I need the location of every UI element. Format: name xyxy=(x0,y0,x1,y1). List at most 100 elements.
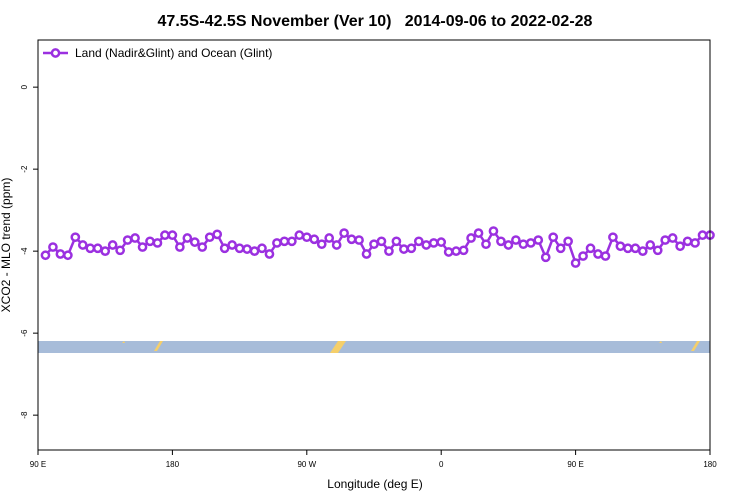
point xyxy=(428,238,439,248)
point xyxy=(563,236,573,247)
point xyxy=(324,233,335,243)
point xyxy=(197,242,208,252)
point xyxy=(70,232,81,243)
point xyxy=(227,240,237,250)
point xyxy=(675,241,685,252)
chart-title: 47.5S-42.5S November (Ver 10) 2014-09-06… xyxy=(158,13,593,30)
x-tick-label: 90 W xyxy=(297,460,316,469)
point xyxy=(137,242,148,252)
point xyxy=(212,229,223,240)
point xyxy=(182,233,193,243)
point xyxy=(354,235,364,245)
point xyxy=(249,246,260,256)
point xyxy=(115,245,125,256)
x-axis-label: Longitude (deg E) xyxy=(327,477,422,491)
point xyxy=(391,236,402,247)
point xyxy=(488,226,499,236)
point xyxy=(667,233,678,243)
point xyxy=(555,243,566,254)
point xyxy=(279,236,290,247)
point xyxy=(682,236,693,247)
y-tick-label: 0 xyxy=(20,84,29,89)
point xyxy=(630,243,641,254)
point xyxy=(331,240,342,250)
point xyxy=(122,235,133,245)
point xyxy=(316,239,327,250)
point xyxy=(533,235,544,245)
point xyxy=(458,245,469,256)
x-tick-label: 0 xyxy=(439,460,444,469)
x-tick-label: 90 E xyxy=(30,460,46,469)
point xyxy=(690,238,700,248)
land-sea-strip xyxy=(38,341,710,353)
x-tick-label: 180 xyxy=(166,460,180,469)
point xyxy=(451,246,461,256)
point xyxy=(578,251,588,261)
point xyxy=(518,239,529,250)
point xyxy=(346,234,357,245)
point xyxy=(436,237,447,247)
point xyxy=(264,249,275,259)
point xyxy=(525,238,536,248)
point xyxy=(219,243,230,254)
point xyxy=(645,240,656,250)
point xyxy=(294,230,305,241)
x-tick-label: 180 xyxy=(703,460,717,469)
point xyxy=(107,240,118,250)
point xyxy=(608,232,618,243)
y-tick-label: -6 xyxy=(20,329,29,337)
legend-marker xyxy=(50,48,61,58)
point xyxy=(189,237,200,247)
point xyxy=(272,238,282,248)
point xyxy=(466,233,476,243)
point xyxy=(421,240,432,250)
legend-label: Land (Nadir&Glint) and Ocean (Glint) xyxy=(75,46,272,60)
point xyxy=(600,251,611,261)
point xyxy=(130,233,140,243)
point xyxy=(234,243,245,254)
point xyxy=(548,232,559,243)
point xyxy=(204,232,215,243)
point xyxy=(100,246,111,256)
point xyxy=(77,240,88,250)
point xyxy=(652,245,663,256)
y-axis-label: XCO2 - MLO trend (ppm) xyxy=(0,178,13,313)
point xyxy=(160,230,170,241)
point xyxy=(92,243,103,254)
point xyxy=(399,244,409,254)
point xyxy=(257,243,267,254)
y-tick-label: -2 xyxy=(20,165,29,173)
point xyxy=(152,238,163,248)
point xyxy=(85,243,96,254)
point xyxy=(570,258,581,268)
y-tick-label: -8 xyxy=(20,411,29,419)
point xyxy=(637,246,648,256)
point xyxy=(40,250,51,261)
point xyxy=(309,234,320,245)
point xyxy=(585,243,596,254)
point xyxy=(55,249,66,259)
point xyxy=(301,232,312,243)
point xyxy=(496,236,506,247)
point xyxy=(593,249,603,259)
point xyxy=(175,242,185,252)
point xyxy=(473,228,484,238)
point xyxy=(287,236,297,247)
point xyxy=(697,230,708,241)
point xyxy=(48,242,58,252)
point xyxy=(384,246,394,256)
point xyxy=(511,235,521,245)
x-tick-label: 90 E xyxy=(567,460,583,469)
point xyxy=(369,239,379,250)
point xyxy=(339,228,349,238)
plot-frame xyxy=(37,39,711,451)
point xyxy=(145,236,155,247)
point xyxy=(623,243,633,254)
point xyxy=(540,252,551,263)
point xyxy=(242,244,252,254)
point xyxy=(481,239,491,250)
point xyxy=(361,249,372,259)
point xyxy=(167,230,178,241)
point xyxy=(413,236,424,247)
